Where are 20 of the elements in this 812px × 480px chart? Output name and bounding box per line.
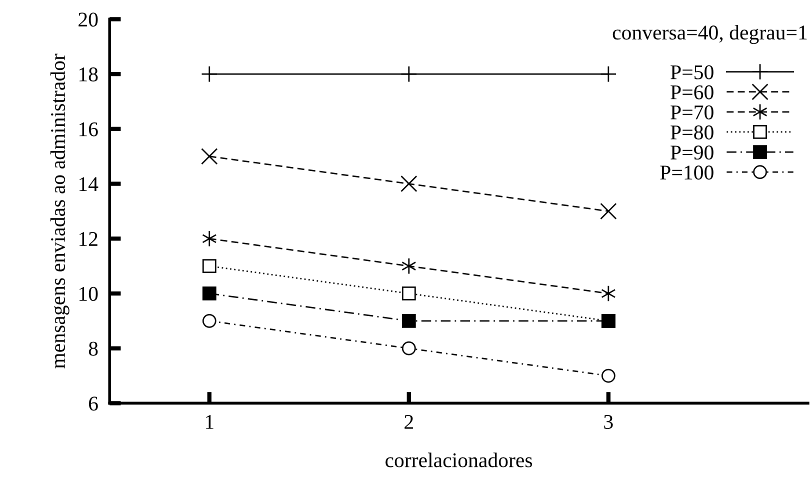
- x-tick-label: 3: [604, 414, 613, 429]
- y-tick-label: 8: [88, 342, 98, 356]
- legend-label: P=80: [670, 125, 714, 140]
- y-tick-label: 18: [80, 67, 98, 82]
- x-axis-title: correlacionadores: [386, 452, 532, 468]
- y-tick-label: 6: [88, 396, 98, 411]
- legend-label: P=50: [670, 65, 714, 80]
- chart-title: conversa=40, degrau=1: [612, 24, 807, 44]
- y-tick-label: 10: [80, 286, 98, 301]
- y-tick-label: 16: [80, 122, 98, 136]
- y-tick-label: 14: [80, 177, 98, 191]
- legend-label: P=60: [670, 85, 714, 100]
- y-tick-label: 12: [80, 232, 98, 246]
- x-tick-label: 1: [206, 415, 214, 429]
- x-tick-label: 2: [404, 414, 413, 429]
- legend-label: P=100: [660, 166, 714, 180]
- y-tick-label: 20: [78, 12, 98, 27]
- legend-label: P=90: [670, 145, 714, 160]
- y-axis-title: mensagens enviadas ao administrador: [50, 54, 70, 368]
- legend-label: P=70: [670, 105, 714, 120]
